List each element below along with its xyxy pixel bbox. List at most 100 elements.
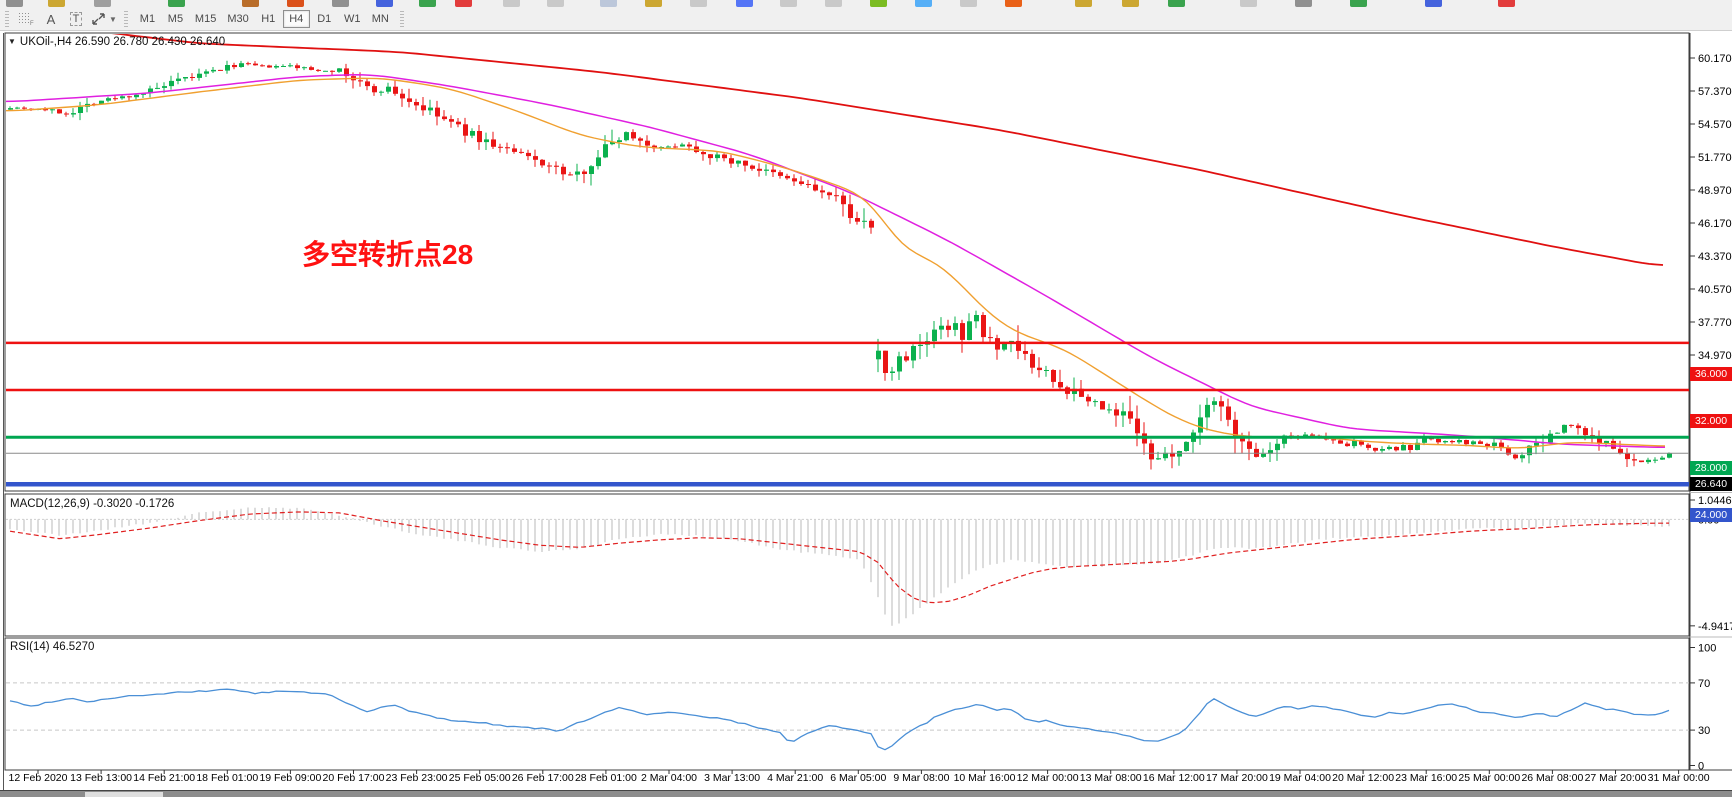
svg-text:F: F [30,21,34,26]
svg-text:1.0446: 1.0446 [1698,495,1732,507]
date-axis-label: 2 Mar 04:00 [641,772,697,784]
toolbar-icon-stub[interactable] [48,0,65,7]
toolbar-icon-stub[interactable] [6,0,23,7]
date-axis-label: 10 Mar 16:00 [954,772,1016,784]
svg-text:40.570: 40.570 [1698,284,1732,296]
toolbar-icon-stub[interactable] [1498,0,1515,7]
date-axis-label: 17 Mar 20:00 [1206,772,1268,784]
macd-indicator-label: MACD(12,26,9) -0.3020 -0.1726 [10,498,175,510]
svg-text:43.370: 43.370 [1698,251,1732,263]
bottom-strip-tab[interactable] [85,792,163,797]
chart-window: 60.170 57.370 54.570 51.770 48.970 46.170 43.3… [0,31,1732,797]
svg-text:70: 70 [1698,678,1710,690]
rsi-indicator-label: RSI(14) 46.5270 [10,641,95,653]
svg-text:48.970: 48.970 [1698,185,1732,197]
toolbar-icon-stub[interactable] [455,0,472,7]
toolbar-icon-stub[interactable] [960,0,977,7]
chart-menu-arrow-icon[interactable]: ▼ [8,37,16,46]
chevron-down-icon: ▼ [109,14,117,24]
toolbar-icon-stub[interactable] [1122,0,1139,7]
date-axis-label: 4 Mar 21:00 [767,772,823,784]
date-axis-label: 18 Feb 01:00 [196,772,258,784]
grid-tool-button[interactable]: F [15,10,37,28]
toolbar-icon-stub[interactable] [600,0,617,7]
toolbar-icon-stub[interactable] [168,0,185,7]
date-axis-label: 20 Mar 12:00 [1332,772,1394,784]
toolbar-icon-stub[interactable] [1350,0,1367,7]
toolbar-icon-stub[interactable] [1295,0,1312,7]
arrows-icon [92,13,105,25]
svg-text:100: 100 [1698,643,1716,655]
date-axis-label: 19 Feb 09:00 [259,772,321,784]
pane-border [4,32,1690,492]
date-axis-label: 13 Mar 08:00 [1080,772,1142,784]
window-bottom-strip[interactable] [0,790,1732,797]
timeframe-button-m1[interactable]: M1 [139,13,156,25]
toolbar-icon-stub[interactable] [287,0,304,7]
toolbar-icon-stub[interactable] [1005,0,1022,7]
toolbar-icon-stub[interactable] [242,0,259,7]
toolbar-icon-stub[interactable] [547,0,564,7]
arrow-tools-button[interactable]: ▼ [90,10,118,28]
chart-title[interactable]: ▼ UKOil-,H4 26.590 26.780 26.430 26.640 [8,36,225,48]
chart-symbol-period: UKOil-,H4 [19,36,72,48]
text-label-tool-button[interactable]: A [46,11,56,27]
toolbar-icon-stub[interactable] [870,0,887,7]
toolbar-icon-stub[interactable] [736,0,753,7]
svg-text:57.370: 57.370 [1698,86,1732,98]
date-axis-label: 6 Mar 05:00 [830,772,886,784]
svg-text:51.770: 51.770 [1698,152,1732,164]
date-axis-label: 25 Mar 00:00 [1458,772,1520,784]
svg-text:-4.9417: -4.9417 [1698,621,1732,633]
svg-text:46.170: 46.170 [1698,218,1732,230]
toolbar-icon-stub[interactable] [503,0,520,7]
timeframe-button-m15[interactable]: M15 [194,13,217,25]
price-level-badge: 36.000 [1690,366,1732,381]
toolbar-icon-stub[interactable] [645,0,662,7]
toolbar-icon-stub[interactable] [915,0,932,7]
chart-canvas[interactable]: 60.170 57.370 54.570 51.770 48.970 46.170 43.3… [0,31,1732,797]
timeframe-button-m5[interactable]: M5 [167,13,184,25]
text-tool-button[interactable]: T [65,10,87,28]
price-level-badge: 28.000 [1690,461,1732,476]
date-axis-label: 28 Feb 01:00 [575,772,637,784]
toolbar-icon-stub[interactable] [376,0,393,7]
timeframe-button-h1[interactable]: H1 [261,13,276,25]
toolbar-icon-stub[interactable] [419,0,436,7]
svg-text:54.570: 54.570 [1698,119,1732,131]
date-axis-label: 31 Mar 00:00 [1648,772,1710,784]
pane-border [4,493,1690,637]
toolbar-grip[interactable] [5,11,9,27]
timeframe-button-m30[interactable]: M30 [227,13,249,25]
date-axis-label: 26 Mar 08:00 [1521,772,1583,784]
toolbar-icon-stub[interactable] [1075,0,1092,7]
toolbar-icon-stub[interactable] [780,0,797,7]
timeframe-button-h4[interactable]: H4 [282,10,310,28]
date-axis-label: 23 Mar 16:00 [1395,772,1457,784]
date-axis-label: 16 Mar 12:00 [1143,772,1205,784]
timeframe-button-mn[interactable]: MN [371,13,389,25]
toolbar-icon-stub[interactable] [825,0,842,7]
toolbar-icon-stub[interactable] [1425,0,1442,7]
price-level-badge: 32.000 [1690,414,1732,428]
date-axis-label: 12 Mar 00:00 [1017,772,1079,784]
toolbar-grip[interactable] [123,11,128,27]
toolbar-icon-stub[interactable] [1240,0,1257,7]
timeframe-button-w1[interactable]: W1 [343,13,361,25]
toolbar-icon-stub[interactable] [690,0,707,7]
date-axis-label: 9 Mar 08:00 [893,772,949,784]
dotted-grid-icon: F [19,13,34,26]
svg-text:37.770: 37.770 [1698,317,1732,329]
toolbar-grip[interactable] [399,11,404,27]
date-axis-label: 23 Feb 23:00 [386,772,448,784]
date-axis-label: 12 Feb 2020 [9,772,68,784]
date-axis-label: 3 Mar 13:00 [704,772,760,784]
toolbar-icon-stub[interactable] [1168,0,1185,7]
date-axis-label: 26 Feb 17:00 [512,772,574,784]
toolbar-icon-stub[interactable] [94,0,111,7]
toolbar-icon-stub[interactable] [332,0,349,7]
price-level-badge: 26.640 [1690,477,1732,492]
timeframe-button-d1[interactable]: D1 [317,13,332,25]
chart-text-annotation[interactable]: 多空转折点28 [302,239,474,270]
